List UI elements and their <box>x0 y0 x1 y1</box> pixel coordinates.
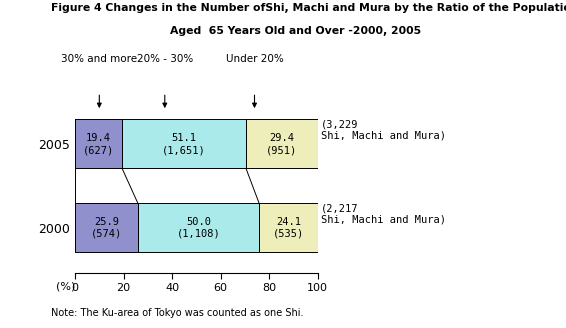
Text: Under 20%: Under 20% <box>226 54 284 64</box>
Bar <box>138 203 259 252</box>
Text: (3,229: (3,229 <box>321 119 359 130</box>
Text: Figure 4 Changes in the Number ofShi, Machi and Mura by the Ratio of the Populat: Figure 4 Changes in the Number ofShi, Ma… <box>51 3 566 13</box>
Text: 30% and more: 30% and more <box>61 54 138 64</box>
Text: Shi, Machi and Mura): Shi, Machi and Mura) <box>321 131 446 140</box>
Text: Shi, Machi and Mura): Shi, Machi and Mura) <box>321 214 446 224</box>
Bar <box>75 119 122 169</box>
Text: 50.0
(1,108): 50.0 (1,108) <box>177 216 220 239</box>
Bar <box>246 119 318 169</box>
Text: Note: The Ku-area of Tokyo was counted as one Shi.: Note: The Ku-area of Tokyo was counted a… <box>51 308 303 318</box>
Text: 24.1
(535): 24.1 (535) <box>273 216 304 239</box>
Text: 51.1
(1,651): 51.1 (1,651) <box>162 133 206 155</box>
Text: (%): (%) <box>55 282 75 292</box>
Text: 20% - 30%: 20% - 30% <box>136 54 193 64</box>
Text: (2,217: (2,217 <box>321 203 359 213</box>
Text: Aged  65 Years Old and Over -2000, 2005: Aged 65 Years Old and Over -2000, 2005 <box>170 26 421 36</box>
Text: 29.4
(951): 29.4 (951) <box>266 133 297 155</box>
Bar <box>75 203 138 252</box>
Bar <box>259 203 318 252</box>
Bar <box>122 119 246 169</box>
Text: 19.4
(627): 19.4 (627) <box>83 133 114 155</box>
Text: 25.9
(574): 25.9 (574) <box>91 216 122 239</box>
